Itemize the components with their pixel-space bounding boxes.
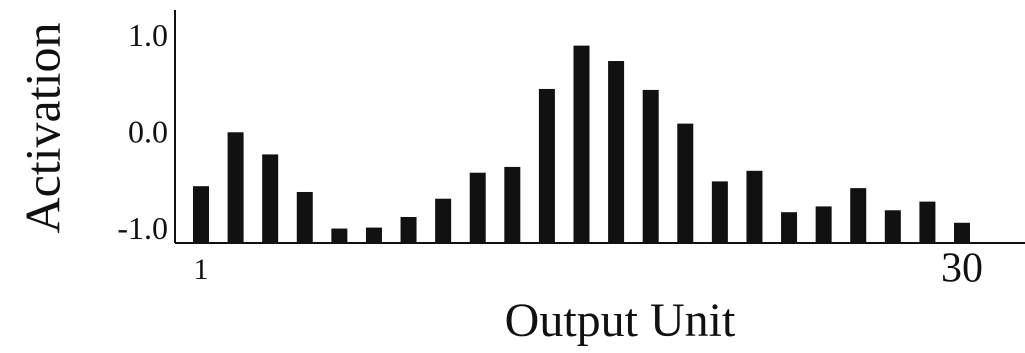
bar xyxy=(573,45,590,244)
bar xyxy=(365,227,382,243)
bar xyxy=(642,89,659,243)
bar xyxy=(296,191,313,243)
bar xyxy=(469,172,486,243)
bar xyxy=(711,181,728,243)
bar xyxy=(504,166,521,243)
bar xyxy=(192,186,209,243)
bar xyxy=(227,132,244,243)
bar xyxy=(954,222,971,243)
bar xyxy=(677,123,694,243)
bar xyxy=(608,61,625,243)
y-tick-label: 0.0 xyxy=(128,114,168,150)
bar xyxy=(746,170,763,243)
x-tick-label: 1 xyxy=(193,253,208,286)
bar xyxy=(331,228,348,243)
bar xyxy=(781,212,798,243)
bar xyxy=(538,88,555,244)
bar xyxy=(815,206,832,243)
x-axis-label: Output Unit xyxy=(505,294,736,347)
y-tick-label: -1.0 xyxy=(117,210,168,246)
bar xyxy=(262,154,279,243)
bar xyxy=(435,198,452,243)
x-tick-label: 30 xyxy=(941,246,983,292)
bar xyxy=(850,188,867,243)
y-axis-label: Activation xyxy=(14,22,70,233)
bar xyxy=(400,217,417,243)
bar xyxy=(884,210,901,243)
bar xyxy=(919,201,936,243)
y-tick-label: 1.0 xyxy=(128,17,168,53)
